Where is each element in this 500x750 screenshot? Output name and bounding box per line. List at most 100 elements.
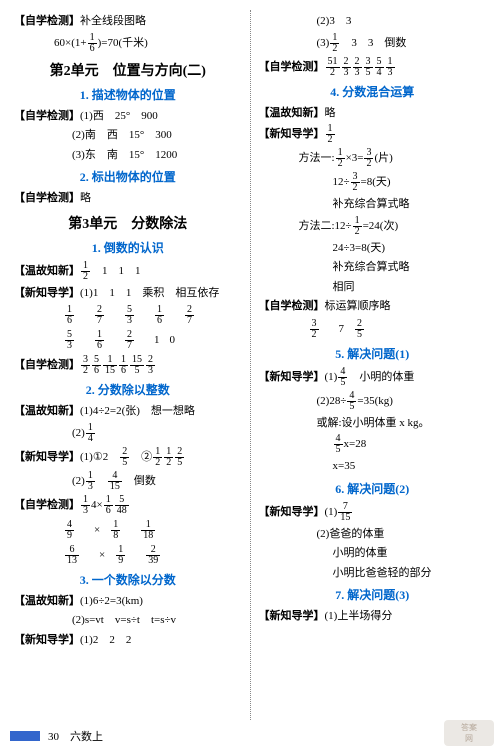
fraction-row: 53162710 [14,330,242,351]
fraction: 32 [310,319,329,340]
text-line: 【自学检测】5122323355413 [259,57,487,78]
text: 略 [325,107,336,119]
tag-label: 【自学检测】 [14,192,80,204]
text-line: 12÷32=8(天) [259,172,487,193]
text: 略 [80,192,91,204]
text: × [94,524,100,536]
text-line: 补充综合算式略 [259,259,487,276]
text: 小明的体重 [348,371,414,383]
fraction: 45 [338,367,347,388]
fraction: 155 [130,355,144,376]
text: (1)4÷2=2(张) 想一想略 [80,405,195,417]
text: × [99,549,105,561]
right-column: (2)3 3 (3)12 3 3 倒数 【自学检测】5122323355413 … [253,10,493,720]
fraction: 16 [104,495,113,516]
tag-label: 【自学检测】 [259,61,325,73]
left-column: 【自学检测】补全线段图略 60×(1+16)=70(千米) 第2单元 位置与方向… [8,10,248,720]
fraction: 12 [353,216,362,237]
fraction: 16 [88,33,97,54]
text: )=70(千米) [98,37,148,49]
section-title: 2. 标出物体的位置 [14,168,242,185]
fraction: 27 [95,305,114,326]
section-title: 7. 解决问题(3) [259,586,487,603]
text-line: 【自学检测】(1)西 25° 900 [14,108,242,125]
text: 标运算顺序略 [325,300,391,312]
text-line: 相同 [259,279,487,296]
fraction: 18 [111,520,130,541]
fraction: 19 [116,545,135,566]
tag-label: 【新知导学】 [259,128,325,140]
fraction: 16 [155,305,174,326]
text: (3) [317,37,330,49]
fraction-row: 5122323355413 [325,61,396,73]
section-title: 1. 倒数的认识 [14,239,242,256]
section-title: 4. 分数混合运算 [259,83,487,100]
watermark-text: 网 [465,733,473,744]
tag-label: 【自学检测】 [259,300,325,312]
text-line: 【新知导学】(1)2 2 2 [14,632,242,649]
text-line: 【温故知新】(1)6÷2=3(km) [14,593,242,610]
section-title: 3. 一个数除以分数 [14,571,242,588]
fraction: 512 [326,57,340,78]
text-line: 【新知导学】(1)①2 25 ②121225 [14,447,242,468]
fraction: 715 [338,502,352,523]
fraction: 49 [65,520,84,541]
text-line: 小明比爸爸轻的部分 [259,565,487,582]
fraction: 56 [92,355,101,376]
text-line: 24÷3=8(天) [259,240,487,257]
text-line: (2)s=vt v=s÷t t=s÷v [14,612,242,629]
fraction: 118 [141,520,165,541]
tag-label: 【自学检测】 [14,110,80,122]
text-line: (3)东 南 15° 1200 [14,147,242,164]
section-title: 6. 解决问题(2) [259,480,487,497]
text: ② [130,451,152,463]
text: 1 [154,334,160,346]
fraction-row: 32561151615523 [80,359,156,371]
text: 方法二:12÷ [299,220,352,232]
fraction: 27 [125,330,144,351]
text: 倒数 [123,475,156,487]
fraction: 613 [65,545,89,566]
text: 60×(1+ [54,37,87,49]
text-line: 小明的体重 [259,545,487,562]
text-line: (2)28÷45=35(kg) [259,391,487,412]
text: 3 3 倒数 [340,37,406,49]
watermark-text: 答案 [461,722,477,733]
fraction: 13 [386,57,395,78]
fraction-row: 134×16548 [80,499,130,511]
text: (2) [72,427,85,439]
fraction: 14 [86,423,95,444]
text: (2) [72,475,85,487]
section-title: 5. 解决问题(1) [259,345,487,362]
fraction: 415 [108,471,122,492]
text: (2)28÷ [317,395,347,407]
text-line: 方法二:12÷12=24(次) [259,216,487,237]
tag-label: 【新知导学】 [14,451,80,463]
text-line: 补充综合算式略 [259,196,487,213]
fraction: 23 [353,57,362,78]
text-line: 【自学检测】补全线段图略 [14,13,242,30]
tag-label: 【新知导学】 [259,371,325,383]
unit-title: 第2单元 位置与方向(二) [14,60,242,80]
fraction: 13 [81,495,90,516]
text: 补全线段图略 [80,15,146,27]
fraction: 12 [336,148,345,169]
text-line: 【温故知新】略 [259,105,487,122]
tag-label: 【温故知新】 [14,405,80,417]
text: (1)2 2 2 [80,634,131,646]
text-line: 【新知导学】(1)上半场得分 [259,608,487,625]
fraction: 239 [146,545,170,566]
tag-label: 【温故知新】 [14,265,80,277]
text-line: 【自学检测】32561151615523 [14,355,242,376]
fraction: 16 [95,330,114,351]
fraction: 12 [326,124,335,145]
fraction: 16 [65,305,84,326]
text: (1) [325,506,338,518]
text: 12÷ [333,176,350,188]
text-line: 【自学检测】134×16548 [14,495,242,516]
fraction: 25 [175,447,184,468]
text: (片) [374,152,392,164]
text: (1) [325,371,338,383]
text-line: (2)13 415 倒数 [14,471,242,492]
text: =24(次) [363,220,399,232]
